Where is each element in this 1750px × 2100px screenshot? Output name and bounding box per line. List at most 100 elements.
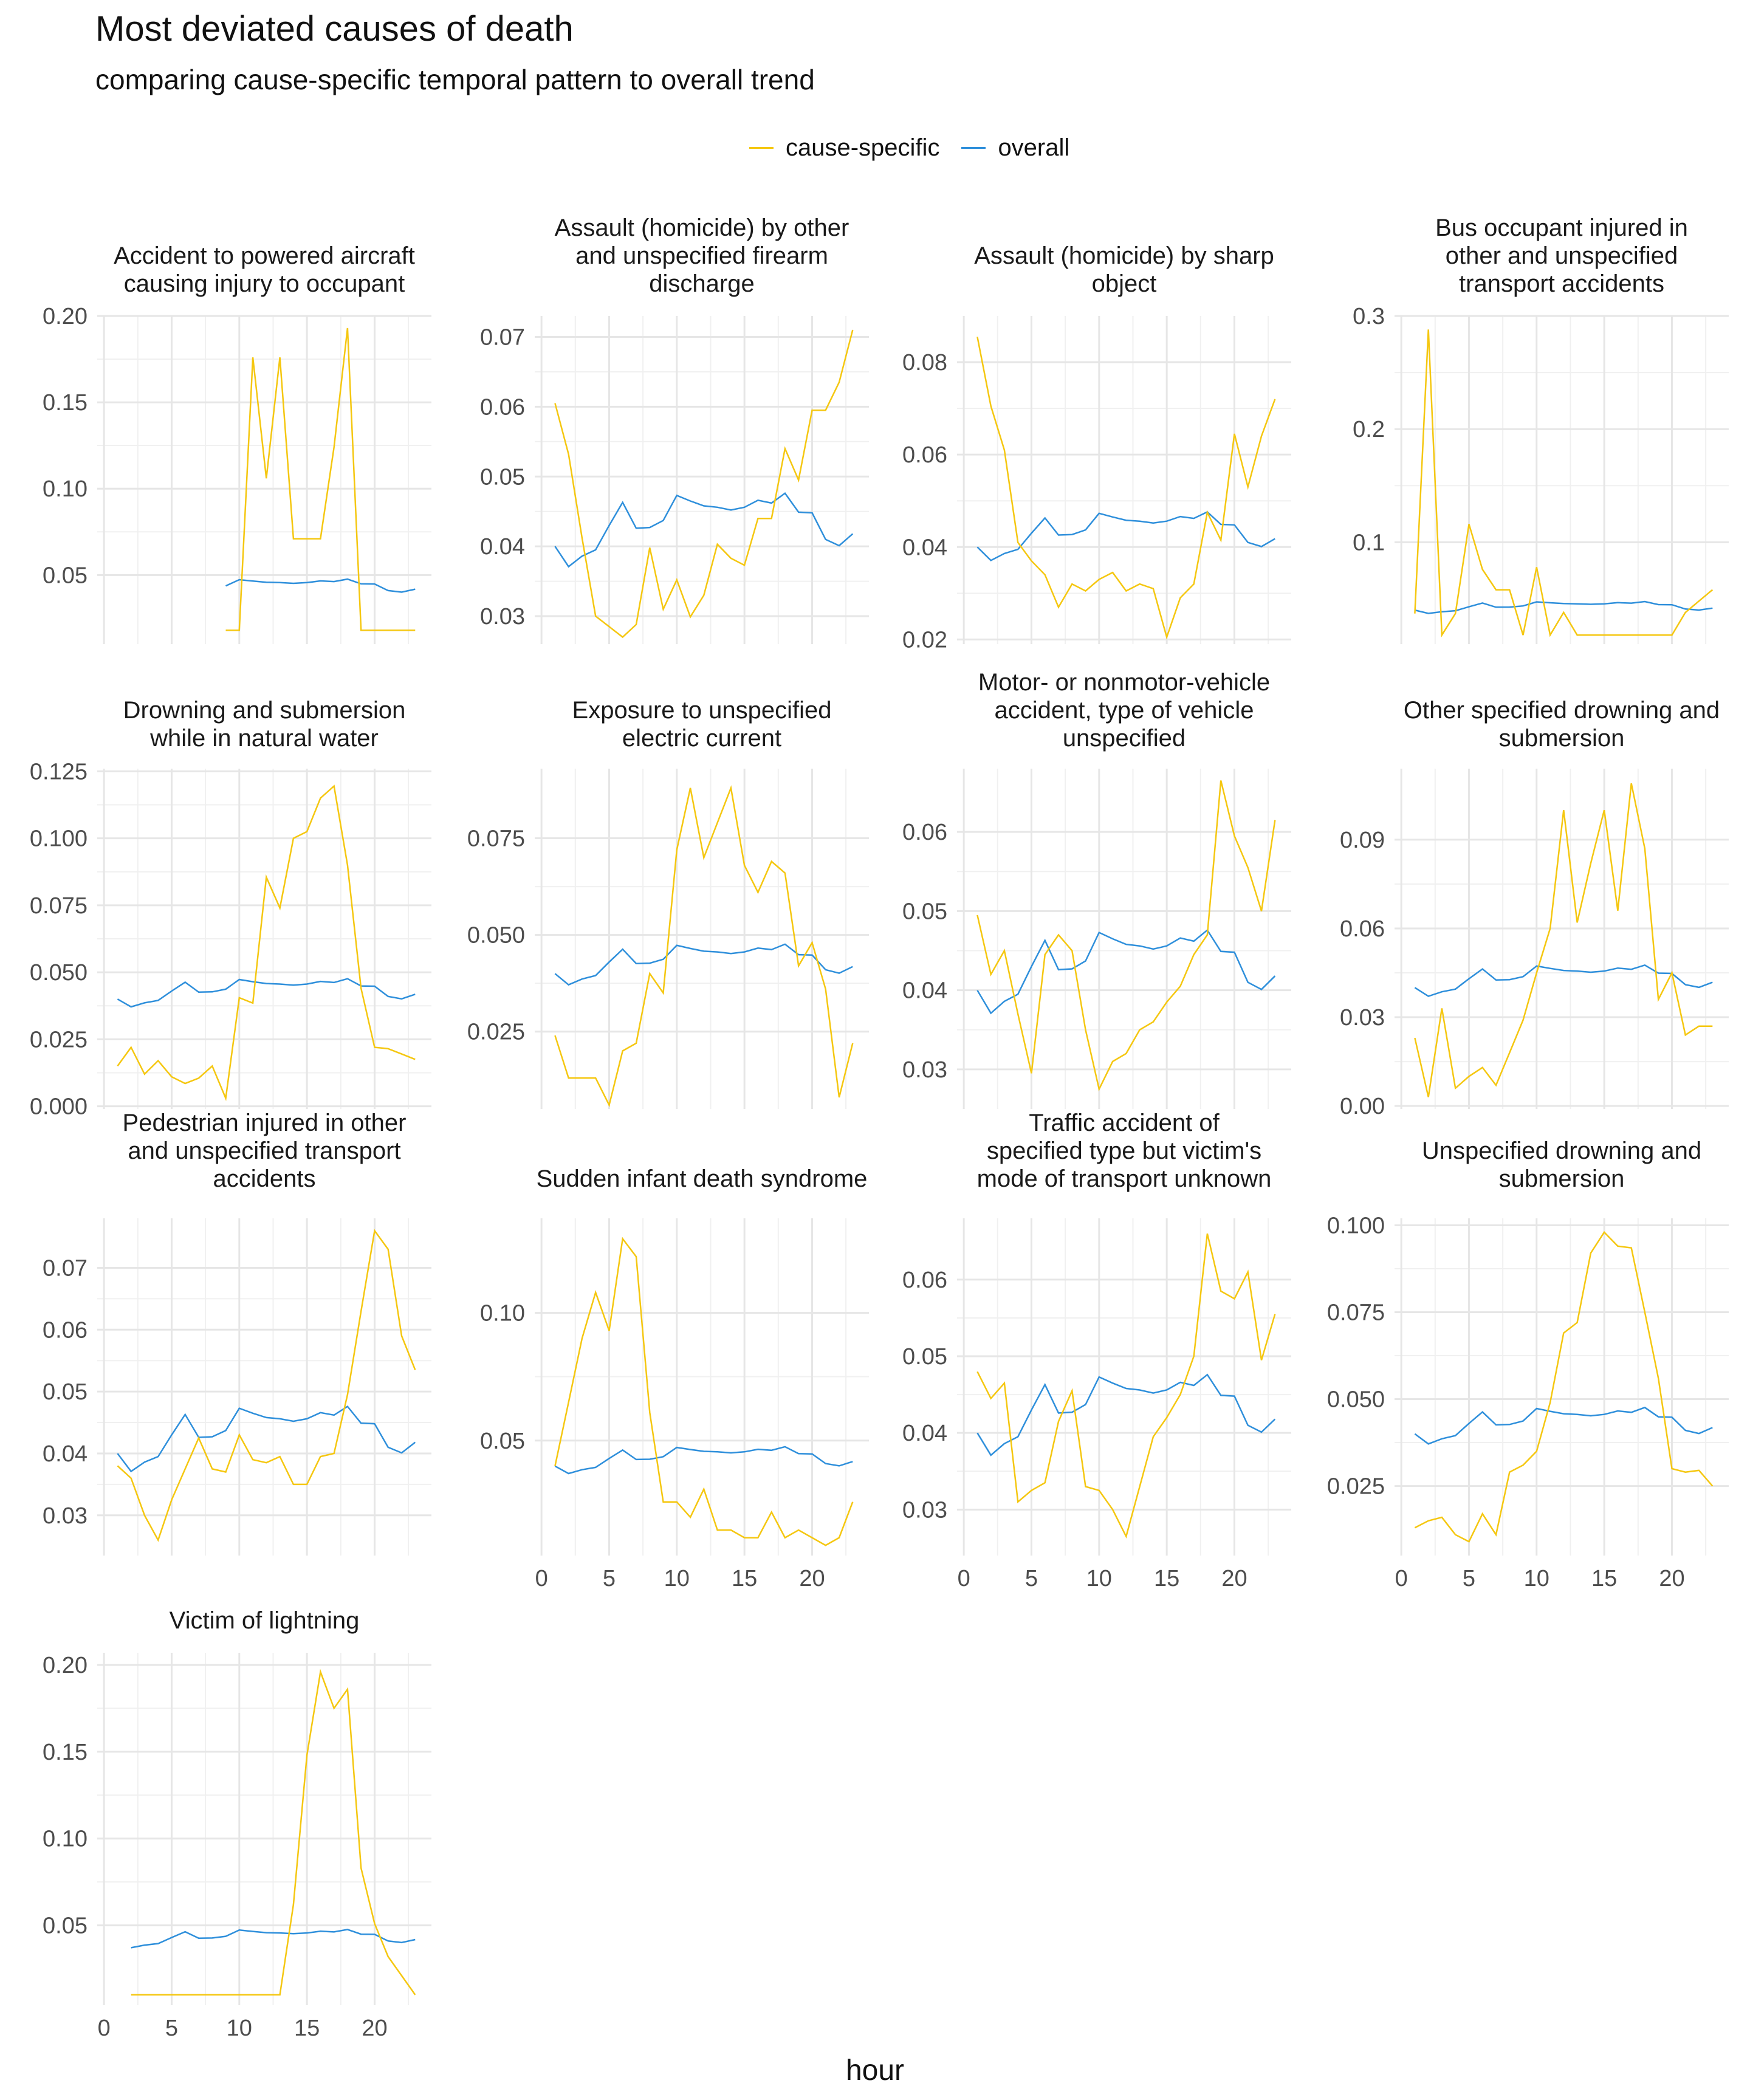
facet-title: Motor- or nonmotor-vehicle	[978, 669, 1270, 696]
facet-title: unspecified	[1063, 725, 1186, 752]
x-tick-label: 5	[1025, 1566, 1038, 1591]
facet-panel: 0.03 0.04 0.05 0.06 Motor- or nonmotor-vehic…	[902, 669, 1291, 1109]
facet-title: Other specified drowning and	[1404, 697, 1720, 724]
facet-title: submersion	[1499, 725, 1625, 752]
x-tick-label: 0	[535, 1566, 548, 1591]
y-tick-label: 0.04	[480, 534, 525, 560]
x-tick-label: 15	[1591, 1566, 1617, 1591]
facet-title: and unspecified transport	[128, 1138, 400, 1164]
series-line-cause-specific	[131, 1669, 416, 1996]
series-line-overall	[554, 943, 853, 986]
facet-panel: 0.025 0.050 0.075 Exposure to unspecifiedel…	[467, 697, 869, 1109]
y-tick-label: 0.050	[30, 960, 88, 986]
y-tick-label: 0.100	[1327, 1213, 1385, 1238]
series-line-overall	[1414, 1406, 1713, 1445]
y-tick-label: 0.07	[480, 324, 525, 350]
y-tick-label: 0.06	[902, 1268, 947, 1293]
facet-title: Victim of lightning	[170, 1607, 360, 1634]
y-tick-label: 0.025	[30, 1027, 88, 1052]
series-line-overall	[117, 1405, 416, 1473]
y-tick-label: 0.02	[902, 627, 947, 653]
facet-title: discharge	[649, 270, 754, 297]
facet-title: Traffic accident of	[1029, 1110, 1220, 1136]
x-tick-label: 0	[98, 2016, 111, 2041]
facet-panel: 0.00 0.03 0.06 0.09 Other specified drowning…	[1340, 697, 1729, 1119]
y-tick-label: 0.04	[902, 535, 947, 560]
y-tick-label: 0.100	[30, 826, 88, 852]
series-line-cause-specific	[976, 336, 1276, 640]
series-line-cause-specific	[554, 785, 854, 1108]
y-tick-label: 0.125	[30, 759, 88, 784]
facet-title: mode of transport unknown	[977, 1165, 1272, 1192]
series-line-overall	[131, 1929, 416, 1949]
x-tick-label: 15	[1154, 1566, 1179, 1591]
facet-panel: 0.05 0.10 0.15 0.20 0 5 10 15 20 Victim of lightn…	[43, 1607, 431, 2041]
series-line-cause-specific	[117, 1229, 416, 1542]
facet-title: Drowning and submersion	[123, 697, 406, 724]
facet-title: causing injury to occupant	[124, 270, 405, 297]
x-tick-label: 0	[1395, 1566, 1408, 1591]
facet-title: while in natural water	[149, 725, 379, 752]
legend-label-cause-specific: cause-specific	[786, 134, 940, 161]
y-tick-label: 0.03	[43, 1503, 88, 1529]
y-tick-label: 0.05	[43, 1379, 88, 1405]
facet-panel: 0.05 0.10 0 5 10 15 20 Sudden infant death synd…	[480, 1165, 869, 1591]
facet-title: Bus occupant injured in	[1435, 214, 1688, 241]
facet-title: Exposure to unspecified	[572, 697, 832, 724]
facet-panel: 0.02 0.04 0.06 0.08 Assault (homicide) by sh…	[902, 242, 1291, 653]
y-tick-label: 0.00	[1340, 1094, 1385, 1119]
facet-title: accidents	[213, 1165, 316, 1192]
y-tick-label: 0.2	[1353, 417, 1385, 442]
legend-swatch-overall	[961, 146, 986, 149]
y-tick-label: 0.03	[902, 1497, 947, 1523]
series-line-overall	[976, 1373, 1276, 1457]
x-tick-label: 5	[603, 1566, 616, 1591]
series-line-cause-specific	[554, 1237, 854, 1546]
x-tick-label: 20	[362, 2016, 387, 2041]
y-tick-label: 0.05	[43, 1913, 88, 1939]
x-tick-label: 20	[799, 1566, 825, 1591]
y-tick-label: 0.03	[480, 604, 525, 630]
y-tick-label: 0.15	[43, 390, 88, 416]
x-tick-label: 10	[1086, 1566, 1112, 1591]
y-tick-label: 0.04	[902, 978, 947, 1004]
facet-title: specified type but victim's	[987, 1138, 1261, 1164]
legend-label-overall: overall	[998, 134, 1070, 161]
y-tick-label: 0.05	[43, 563, 88, 588]
y-tick-label: 0.05	[902, 899, 947, 924]
series-line-cause-specific	[554, 329, 854, 639]
x-axis-title: hour	[845, 2054, 905, 2087]
y-tick-label: 0.07	[43, 1255, 88, 1281]
facet-title: electric current	[622, 725, 781, 752]
y-tick-label: 0.1	[1353, 530, 1385, 555]
y-tick-label: 0.06	[1340, 916, 1385, 942]
facet-title: submersion	[1499, 1165, 1625, 1192]
series-line-overall	[554, 1446, 853, 1475]
series-line-cause-specific	[225, 328, 416, 631]
y-tick-label: 0.08	[902, 350, 947, 376]
y-tick-label: 0.06	[902, 820, 947, 845]
y-tick-label: 0.025	[467, 1020, 525, 1045]
series-line-cause-specific	[1414, 329, 1714, 638]
series-line-overall	[1414, 964, 1713, 997]
y-tick-label: 0.3	[1353, 304, 1385, 329]
y-tick-label: 0.10	[480, 1301, 525, 1326]
y-tick-label: 0.20	[43, 304, 88, 329]
y-tick-label: 0.03	[1340, 1005, 1385, 1031]
series-line-cause-specific	[1414, 783, 1713, 1097]
facet-panel: 0.05 0.10 0.15 0.20 Accident to powered airc…	[43, 242, 431, 644]
y-tick-label: 0.05	[480, 464, 525, 490]
series-line-cause-specific	[976, 780, 1276, 1092]
y-tick-label: 0.04	[43, 1441, 88, 1467]
x-tick-label: 15	[294, 2016, 320, 2041]
series-line-cause-specific	[976, 1233, 1276, 1539]
y-tick-label: 0.050	[1327, 1387, 1385, 1413]
x-tick-label: 20	[1659, 1566, 1684, 1591]
y-tick-label: 0.000	[30, 1094, 88, 1120]
facet-title: and unspecified firearm	[575, 242, 828, 269]
facet-panel: 0.000 0.025 0.050 0.075 0.100 0.125 Drowning a…	[30, 697, 431, 1120]
facet-title: Pedestrian injured in other	[123, 1110, 407, 1136]
series-line-overall	[225, 578, 416, 593]
y-tick-label: 0.06	[902, 442, 947, 468]
legend-swatch-cause-specific	[749, 146, 774, 149]
